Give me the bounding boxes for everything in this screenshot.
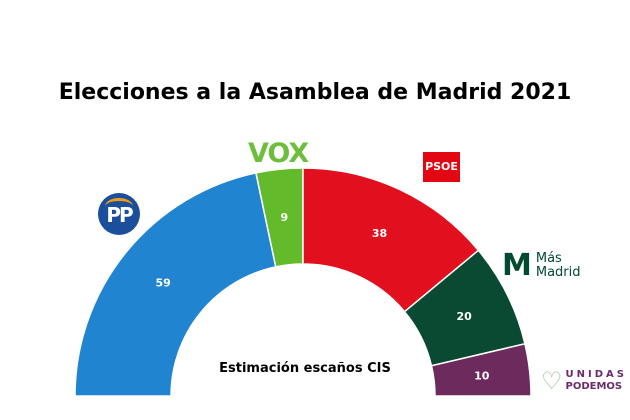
chart-subtitle: Estimación escaños CIS <box>219 361 391 376</box>
up-line2: PODEMOS <box>565 381 623 392</box>
mas-madrid-logo: M Más Madrid <box>502 248 581 283</box>
vox-logo: VOX <box>248 138 309 169</box>
mas-madrid-line1: Más <box>535 250 562 266</box>
mas-madrid-mark: M <box>502 248 532 283</box>
pp-logo: PP <box>98 193 140 235</box>
heart-icon: ♡ <box>541 367 563 395</box>
segment-unidas-podemos <box>430 342 532 397</box>
seat-label-unidas-podemos: 10 <box>474 369 490 382</box>
seat-label-más-madrid: 20 <box>456 310 472 323</box>
seat-label-vox: 9 <box>280 211 288 224</box>
segment-pp <box>74 172 277 397</box>
unidas-podemos-logo: ♡ UNIDAS PODEMOS <box>541 367 627 395</box>
mas-madrid-line2: Madrid <box>535 264 581 280</box>
chart-title: Elecciones a la Asamblea de Madrid 2021 <box>58 80 572 105</box>
seat-label-psoe: 38 <box>372 227 387 240</box>
psoe-logo: PSOE <box>423 152 460 182</box>
up-line1: UNIDAS <box>565 369 627 380</box>
seat-label-pp: 59 <box>156 277 171 290</box>
